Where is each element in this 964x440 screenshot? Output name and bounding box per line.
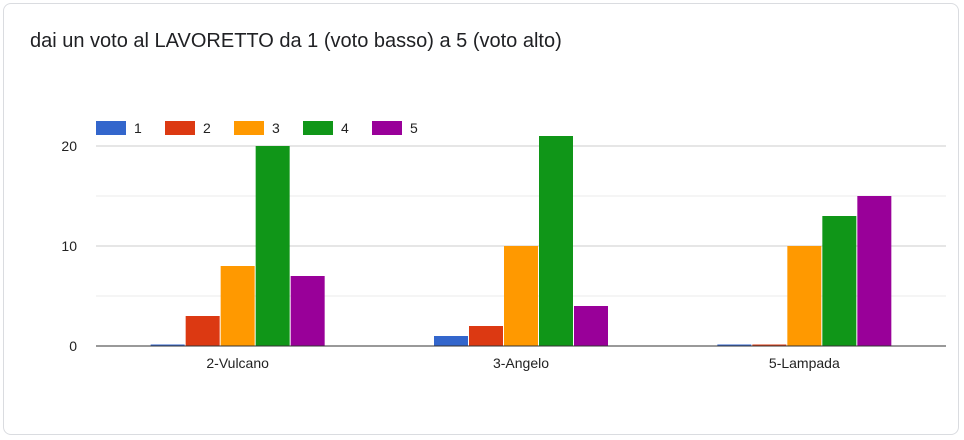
- y-tick-label: 20: [61, 138, 77, 154]
- bar: [822, 216, 857, 346]
- x-tick-labels: 2-Vulcano 3-Angelo 5-Lampada: [206, 355, 840, 371]
- chart-card: [3, 3, 959, 435]
- bar: [150, 344, 185, 346]
- bar: [504, 246, 538, 346]
- bar: [752, 344, 787, 346]
- legend-label: 1: [134, 120, 142, 136]
- bar: [574, 306, 608, 346]
- bar: [220, 266, 255, 346]
- bar: [539, 136, 573, 346]
- legend-label: 2: [203, 120, 211, 136]
- bar: [857, 196, 892, 346]
- legend-swatch: [96, 121, 126, 135]
- bar: [434, 336, 468, 346]
- chart-title: dai un voto al LAVORETTO da 1 (voto bass…: [30, 30, 562, 52]
- legend-swatch: [165, 121, 195, 135]
- x-category-label: 2-Vulcano: [206, 355, 269, 371]
- legend-label: 4: [341, 120, 349, 136]
- bar: [717, 344, 752, 346]
- bar: [290, 276, 325, 346]
- legend-label: 3: [272, 120, 280, 136]
- legend-swatch: [303, 121, 333, 135]
- bar: [185, 316, 220, 346]
- bar: [469, 326, 503, 346]
- y-tick-label: 0: [69, 338, 77, 354]
- legend-swatch: [234, 121, 264, 135]
- bar: [255, 146, 290, 346]
- legend-swatch: [372, 121, 402, 135]
- legend: 1 2 3 4 5: [96, 120, 418, 136]
- bar: [787, 246, 822, 346]
- y-tick-label: 10: [61, 238, 77, 254]
- legend-label: 5: [410, 120, 418, 136]
- bars: [150, 136, 892, 346]
- x-category-label: 3-Angelo: [493, 355, 549, 371]
- y-tick-labels: 0 10 20: [61, 138, 77, 354]
- x-category-label: 5-Lampada: [769, 355, 840, 371]
